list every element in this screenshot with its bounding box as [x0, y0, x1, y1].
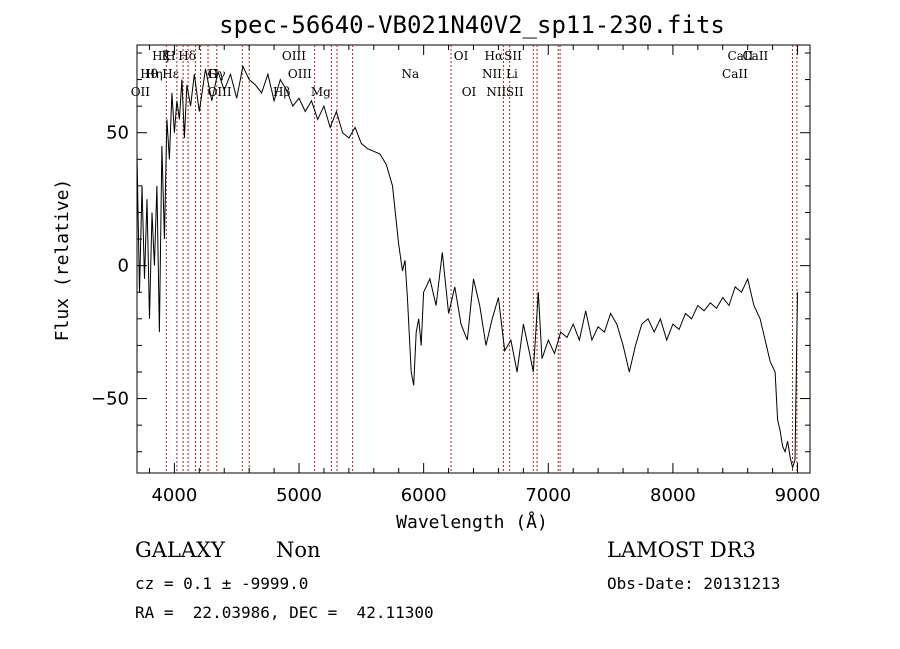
line-label: Mg [311, 85, 331, 99]
line-label: Hγ [208, 67, 226, 81]
line-label: Hζ [152, 49, 169, 63]
line-label: Hα [485, 49, 504, 63]
line-label: OI [454, 49, 469, 63]
spectrum-line [136, 64, 798, 470]
object-subclass: Non [276, 538, 321, 562]
line-label: Na [401, 67, 419, 81]
line-label: OIII [288, 67, 312, 81]
x-axis-label: Wavelength (Å) [396, 511, 548, 533]
line-label: Hδ [178, 49, 196, 63]
x-axis-ticks: 4000 5000 6000 7000 8000 9000 [148, 45, 821, 506]
line-label: OII [131, 85, 151, 99]
object-class: GALAXY [135, 538, 225, 562]
line-label: Li [506, 67, 518, 81]
line-label: CaII [742, 49, 768, 63]
y-tick-label: −50 [91, 389, 129, 410]
line-label: NII [486, 85, 506, 99]
survey-name: LAMOST DR3 [607, 538, 756, 562]
plot-frame [136, 44, 811, 474]
y-tick-label: 50 [106, 123, 129, 144]
x-tick-label: 8000 [650, 485, 696, 506]
line-label: Hε [162, 67, 179, 81]
line-label: OI [462, 85, 477, 99]
x-tick-label: 7000 [525, 485, 571, 506]
spectral-line-markers [165, 45, 798, 473]
line-label: OIII [208, 85, 232, 99]
chart-title: spec-56640-VB021N40V2_sp11-230.fits [219, 11, 725, 39]
coordinates-line: RA = 22.03986, DEC = 42.11300 [135, 603, 434, 622]
line-label: Hθ [140, 67, 158, 81]
spectrum-plot: spec-56640-VB021N40V2_sp11-230.fits OII H… [52, 11, 821, 533]
x-tick-label: 6000 [401, 485, 447, 506]
y-axis-ticks: −50 0 50 [91, 52, 810, 453]
line-label: G [208, 67, 218, 81]
line-label: SII [504, 49, 522, 63]
line-label: Hη [145, 67, 163, 81]
line-label: NII [482, 67, 502, 81]
y-tick-label: 0 [118, 256, 129, 277]
x-tick-label: 9000 [775, 485, 821, 506]
x-tick-label: 5000 [276, 485, 322, 506]
line-label: CaII [728, 49, 754, 63]
line-label: H [165, 49, 175, 63]
line-label: CaII [722, 67, 748, 81]
line-label: SII [506, 85, 524, 99]
observation-date: Obs-Date: 20131213 [607, 574, 781, 593]
redshift-line: cz = 0.1 ± -9999.0 [135, 574, 309, 593]
x-tick-label: 4000 [151, 485, 197, 506]
y-axis-label: Flux (relative) [52, 179, 73, 342]
line-label: K [162, 49, 172, 63]
line-label: OIII [282, 49, 306, 63]
